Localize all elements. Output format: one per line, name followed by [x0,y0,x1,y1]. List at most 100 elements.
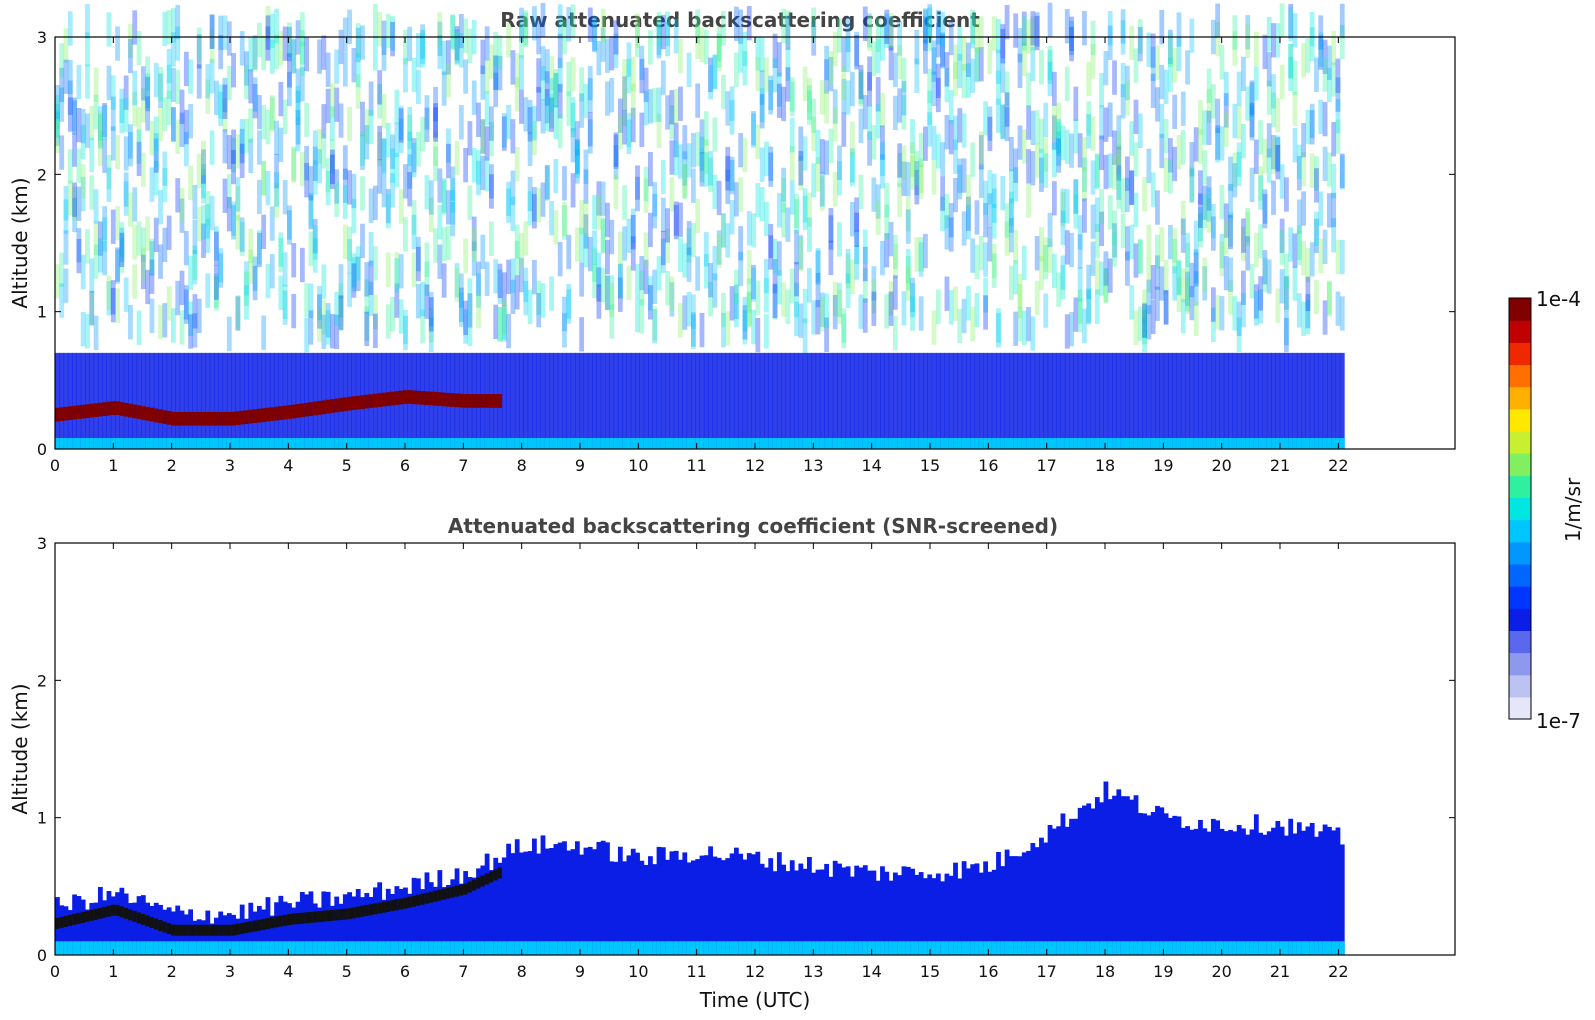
heatmap-cell [209,58,215,94]
heatmap-cell [80,176,86,212]
heatmap-cell [377,882,383,955]
heatmap-cell [403,29,408,65]
heatmap-cell [119,98,125,134]
heatmap-cell [171,8,176,43]
heatmap-cell [970,941,976,955]
heatmap-cell [256,130,262,165]
heatmap-cell [501,113,507,148]
heatmap-cell [991,352,997,449]
heatmap-cell [910,941,915,955]
heatmap-cell [1249,80,1255,115]
heatmap-cell [128,352,133,449]
heatmap-cell [978,235,984,271]
heatmap-cell [609,438,615,449]
heatmap-cell [579,199,585,235]
heatmap-cell [398,941,404,955]
heatmap-cell [381,438,387,449]
heatmap-cell [102,240,108,276]
heatmap-cell [489,106,494,141]
heatmap-cell [355,941,361,955]
heatmap-cell [927,68,933,104]
heatmap-cell [914,160,920,196]
heatmap-cell [145,915,151,927]
heatmap-cell [274,406,279,421]
heatmap-cell [89,290,95,326]
heatmap-cell [304,283,310,318]
heatmap-cell [798,352,804,449]
heatmap-cell [1236,352,1242,449]
heatmap-cell [278,352,284,449]
heatmap-cell [635,176,640,212]
heatmap-cell [1202,150,1208,185]
heatmap-cell [669,140,675,175]
heatmap-cell [441,178,447,213]
heatmap-cell [1069,818,1074,955]
heatmap-cell [1000,438,1006,449]
heatmap-cell [596,352,602,449]
heatmap-cell [716,180,722,216]
heatmap-cell [1176,261,1182,296]
heatmap-cell [592,263,597,299]
heatmap-cell [115,904,120,916]
heatmap-cell [828,215,834,250]
heatmap-cell [97,111,103,146]
heatmap-cell [158,438,163,449]
heatmap-cell [1262,257,1268,293]
heatmap-cell [721,10,726,46]
heatmap-cell [1314,836,1319,955]
heatmap-cell [437,21,443,57]
heatmap-cell [510,279,516,315]
heatmap-cell [660,197,666,233]
heatmap-cell [287,352,292,449]
heatmap-cell [1112,941,1117,955]
heatmap-cell [261,438,267,449]
heatmap-cell [729,941,735,955]
heatmap-cell [1073,941,1079,955]
heatmap-cell [355,888,361,955]
heatmap-cell [510,352,516,449]
x-tick-label: 13 [803,962,823,981]
heatmap-cell [901,352,907,449]
heatmap-cell [536,438,542,449]
heatmap-cell [807,217,812,252]
heatmap-cell [106,891,112,955]
heatmap-cell [1180,200,1186,236]
heatmap-cell [1326,281,1332,317]
heatmap-cell [1180,438,1186,449]
heatmap-cell [1202,110,1208,145]
heatmap-cell [347,908,353,920]
heatmap-cell [330,106,335,141]
heatmap-cell [1236,317,1242,352]
heatmap-cell [1051,181,1057,216]
heatmap-cell [506,104,512,140]
heatmap-cell [437,941,443,955]
heatmap-cell [55,95,60,130]
heatmap-cell [579,854,585,955]
x-tick-label: 14 [861,456,881,475]
heatmap-cell [128,438,133,449]
heatmap-cell [1047,238,1053,273]
x-tick-label: 7 [458,962,468,981]
heatmap-cell [673,204,679,240]
heatmap-cell [153,941,159,955]
heatmap-cell [652,941,658,955]
heatmap-cell [1193,828,1199,955]
heatmap-cell [1262,34,1268,70]
heatmap-cell [751,854,756,955]
heatmap-cell [510,438,516,449]
y-tick-label: 2 [37,165,47,184]
heatmap-cell [1021,941,1027,955]
heatmap-cell [785,941,791,955]
heatmap-cell [372,36,378,71]
heatmap-cell [226,924,232,936]
heatmap-cell [1193,127,1199,162]
heatmap-cell [978,438,984,449]
heatmap-cell [1137,27,1143,62]
heatmap-cell [372,3,378,39]
heatmap-cell [1155,805,1160,955]
heatmap-cell [274,941,279,955]
heatmap-cell [746,211,752,246]
heatmap-cell [239,352,245,449]
heatmap-cell [248,228,254,264]
heatmap-cell [579,93,585,128]
